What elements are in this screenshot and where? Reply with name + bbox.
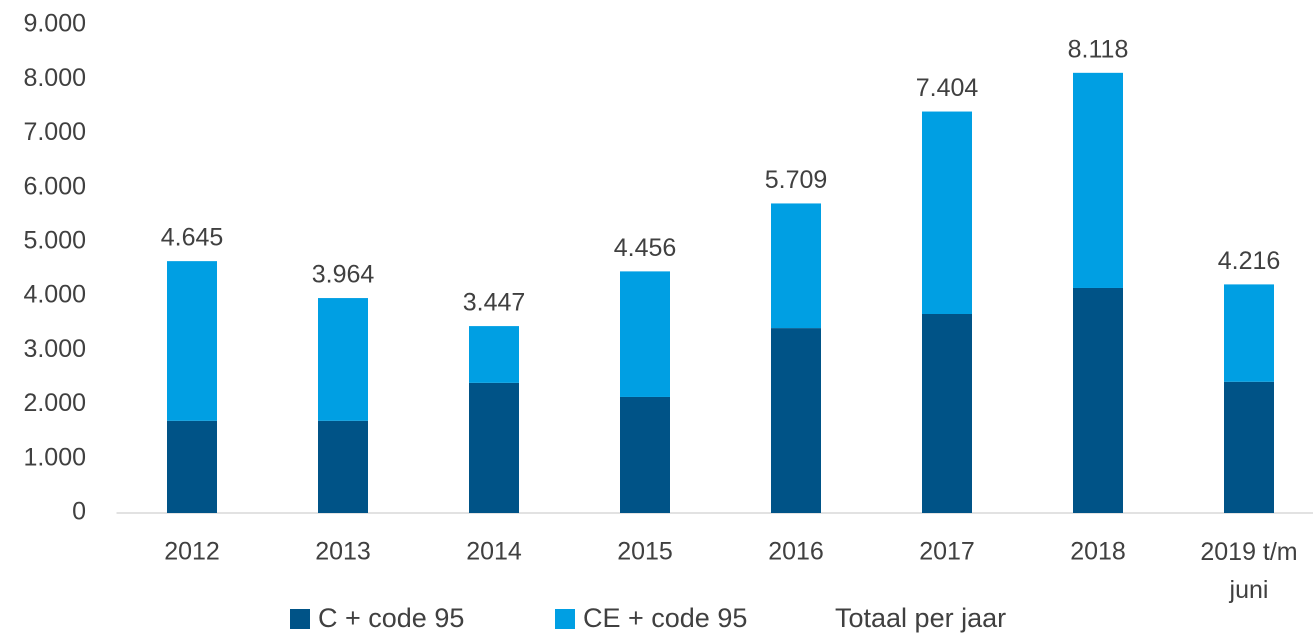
- bar-segment: [620, 396, 670, 513]
- legend-label: C + code 95: [318, 603, 464, 633]
- y-tick-label: 2.000: [23, 389, 86, 417]
- bar-segment: [1224, 381, 1274, 513]
- x-tick-label: 2014: [466, 538, 522, 566]
- bar-segment: [922, 314, 972, 513]
- data-label: 7.404: [916, 74, 979, 102]
- bar-segment: [1073, 287, 1123, 513]
- legend-swatch: [555, 609, 575, 629]
- legend-label: Totaal per jaar: [835, 603, 1006, 633]
- data-label: 4.645: [161, 224, 224, 252]
- bar-segment: [318, 298, 368, 421]
- bar-segment: [620, 271, 670, 397]
- bar-segment: [922, 111, 972, 315]
- legend-label: CE + code 95: [583, 603, 747, 633]
- x-tick-label: 2019 t/m juni: [1200, 538, 1297, 604]
- x-tick-label: 2018: [1070, 538, 1126, 566]
- y-tick-label: 5.000: [23, 226, 86, 254]
- data-label: 3.964: [312, 261, 375, 289]
- bar-segment: [1224, 284, 1274, 382]
- y-tick-label: 9.000: [23, 10, 86, 38]
- data-label: 8.118: [1068, 35, 1129, 63]
- x-tick-label: 2013: [315, 538, 371, 566]
- y-tick-label: 8.000: [23, 64, 86, 92]
- y-tick-label: 1.000: [23, 443, 86, 471]
- data-label: 4.456: [614, 234, 677, 262]
- bar-segment: [318, 420, 368, 513]
- bar-segment: [469, 382, 519, 513]
- y-tick-label: 3.000: [23, 335, 86, 363]
- legend-swatch: [290, 609, 310, 629]
- x-tick-label: 2017: [919, 538, 975, 566]
- bar-segment: [1073, 72, 1123, 288]
- bar-segment: [771, 203, 821, 329]
- bar-segment: [167, 420, 217, 513]
- x-tick-label: 2012: [164, 538, 220, 566]
- data-label: 5.709: [765, 166, 828, 194]
- y-tick-label: 4.000: [23, 281, 86, 309]
- y-tick-label: 0: [72, 498, 86, 526]
- x-tick-label: 2015: [617, 538, 673, 566]
- data-label: 3.447: [463, 289, 526, 317]
- bar-segment: [469, 326, 519, 383]
- bar-segment: [167, 261, 217, 421]
- data-label: 4.216: [1218, 247, 1281, 275]
- bar-segment: [771, 328, 821, 513]
- y-tick-label: 6.000: [23, 172, 86, 200]
- y-tick-label: 7.000: [23, 118, 86, 146]
- x-tick-label: 2016: [768, 538, 824, 566]
